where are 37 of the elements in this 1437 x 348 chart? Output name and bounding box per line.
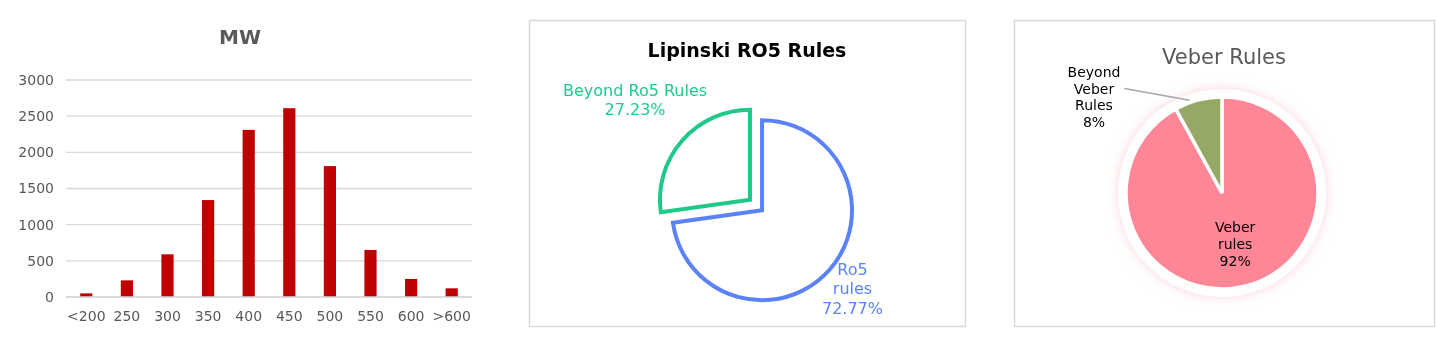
bar	[202, 200, 215, 297]
x-tick-label: 350	[194, 307, 222, 324]
bar	[120, 280, 133, 297]
slice-label: Beyond Ro5 Rules	[563, 80, 708, 100]
x-tick-label: 400	[235, 307, 263, 324]
bar	[445, 288, 458, 297]
bar	[364, 249, 377, 297]
x-tick-label: >600	[432, 307, 471, 324]
x-tick-label: 550	[357, 307, 384, 324]
x-tick-label: 600	[397, 307, 425, 324]
y-tick-label: 1000	[18, 216, 54, 233]
y-tick-label: 2000	[18, 144, 54, 161]
bar	[242, 129, 255, 297]
slice-label: Beyond Veber Rules	[1067, 63, 1121, 114]
x-tick-label: 500	[316, 307, 344, 324]
y-tick-label: 3000	[18, 71, 54, 88]
y-tick-label: 500	[27, 252, 54, 269]
data-label: 72.77%	[821, 298, 883, 318]
x-tick-label: <200	[67, 307, 106, 324]
x-tick-label: 250	[113, 307, 141, 324]
data-label: 27.23%	[604, 100, 666, 120]
bar	[283, 108, 296, 297]
data-label: 92%	[1219, 252, 1251, 269]
y-tick-label: 1500	[18, 180, 54, 197]
chart-title: Veber Rules	[1162, 45, 1286, 69]
slice-label: Veber rules	[1214, 219, 1256, 253]
chart-title: MW	[219, 25, 261, 49]
bar	[323, 166, 336, 297]
y-tick-label: 0	[45, 288, 54, 305]
slice-label: Ro5 rules	[832, 260, 873, 299]
chart-title: Lipinski RO5 Rules	[647, 39, 847, 61]
bar	[405, 278, 418, 297]
y-tick-label: 2500	[18, 108, 54, 125]
x-tick-label: 300	[154, 307, 181, 324]
x-tick-label: 450	[275, 307, 303, 324]
bar	[161, 254, 174, 297]
data-label: 8%	[1082, 114, 1106, 131]
